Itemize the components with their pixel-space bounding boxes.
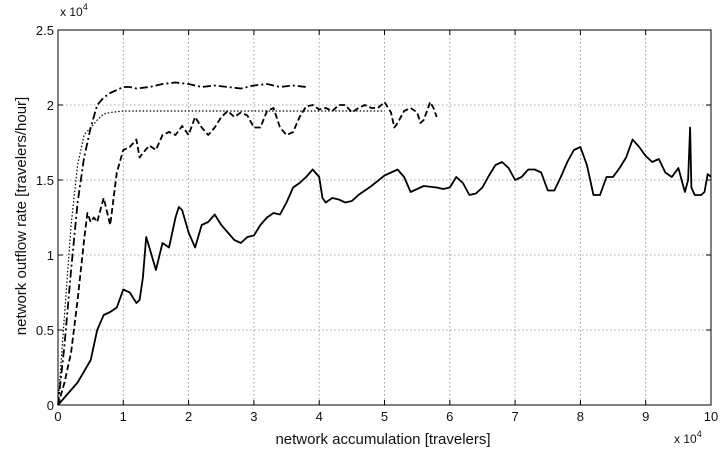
x-multiplier-base: x 10 <box>674 432 697 446</box>
x-multiplier: x 104 <box>674 429 702 446</box>
y-tick-label: 0 <box>47 398 54 413</box>
y-tick-label: 1.5 <box>36 173 54 188</box>
series-group <box>57 81 712 406</box>
x-tick-label: 3 <box>250 409 257 424</box>
y-tick-label: 2.5 <box>36 23 54 38</box>
x-tick-label: 5 <box>381 409 388 424</box>
x-axis-label: network accumulation [travelers] <box>275 431 490 448</box>
grid <box>58 30 711 405</box>
series-dotted-line <box>57 110 385 406</box>
x-tick-label: 1 <box>120 409 127 424</box>
y-multiplier-exp: 4 <box>83 2 88 12</box>
series-dashdot-line <box>57 81 307 406</box>
x-multiplier-exp: 4 <box>697 429 702 439</box>
x-tick-label: 2 <box>185 409 192 424</box>
y-axis: 0 0.5 1 1.5 2 2.5 <box>36 23 711 413</box>
x-tick-label: 9 <box>642 409 649 424</box>
x-tick-label: 6 <box>446 409 453 424</box>
plot-frame <box>57 29 712 406</box>
y-tick-label: 1 <box>47 248 54 263</box>
x-tick-label: 10 <box>704 409 718 424</box>
x-tick-label: 0 <box>54 409 61 424</box>
x-tick-label: 4 <box>316 409 323 424</box>
x-axis: 0 1 2 3 4 5 6 7 8 9 10 <box>54 30 718 424</box>
x-tick-label: 7 <box>511 409 518 424</box>
y-multiplier: x 104 <box>60 2 88 19</box>
series-dashed-line <box>57 101 438 406</box>
y-axis-label: network outflow rate [travelers/hour] <box>13 97 30 335</box>
y-tick-label: 0.5 <box>36 323 54 338</box>
x-tick-label: 8 <box>577 409 584 424</box>
y-tick-label: 2 <box>47 98 54 113</box>
y-multiplier-base: x 10 <box>60 5 83 19</box>
series-solid-line <box>57 126 712 406</box>
